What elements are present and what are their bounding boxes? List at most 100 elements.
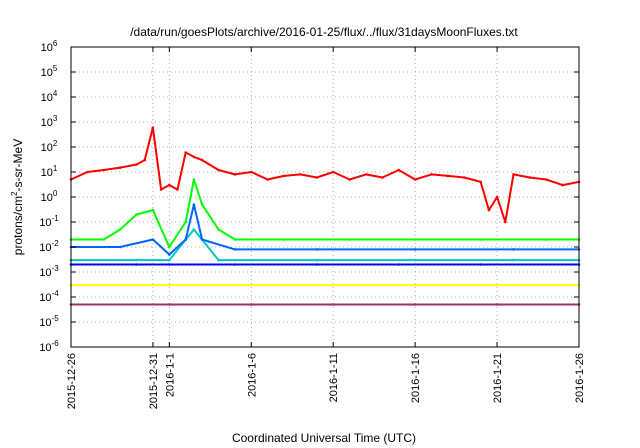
y-tick-label-exp: 4 bbox=[53, 89, 58, 98]
data-point bbox=[184, 220, 187, 224]
data-point bbox=[495, 195, 499, 199]
y-tick-label-base: 10 bbox=[41, 117, 53, 129]
y-tick-label: 100 bbox=[41, 189, 58, 204]
series-3 bbox=[69, 203, 581, 256]
y-tick-label-base: 10 bbox=[39, 267, 51, 279]
data-point bbox=[544, 238, 548, 241]
data-point bbox=[233, 263, 237, 266]
y-tick-label-base: 10 bbox=[39, 217, 51, 229]
series-0 bbox=[69, 126, 581, 224]
data-point bbox=[250, 283, 253, 287]
series-5 bbox=[69, 283, 581, 287]
data-point bbox=[463, 176, 466, 179]
data-point bbox=[430, 173, 433, 176]
data-point bbox=[413, 303, 417, 306]
series-4 bbox=[69, 263, 581, 266]
data-point bbox=[413, 178, 417, 181]
data-point bbox=[168, 283, 171, 287]
x-tick-label: 2015-12-31 bbox=[148, 353, 160, 409]
y-axis: 10-610-510-410-310-210-11001011021031041… bbox=[39, 39, 579, 354]
y-tick-label: 10-4 bbox=[39, 289, 59, 304]
x-tick-label: 2015-12-26 bbox=[66, 353, 78, 409]
data-point bbox=[479, 180, 483, 184]
y-tick-label-exp: -1 bbox=[52, 214, 60, 223]
data-point bbox=[250, 303, 253, 306]
data-point bbox=[86, 170, 89, 174]
data-point bbox=[200, 238, 204, 241]
series-6 bbox=[69, 303, 581, 306]
data-point bbox=[168, 263, 171, 266]
data-point bbox=[151, 126, 155, 129]
data-point bbox=[315, 248, 319, 251]
y-tick-label: 10-2 bbox=[39, 239, 59, 254]
data-point bbox=[159, 188, 163, 191]
data-point bbox=[217, 258, 220, 262]
x-tick-label: 2016-1-11 bbox=[328, 353, 340, 402]
data-point bbox=[233, 173, 237, 176]
data-point bbox=[413, 258, 417, 262]
data-point bbox=[135, 163, 138, 166]
x-tick-label: 2016-1-1 bbox=[164, 353, 176, 397]
y-tick-label-exp: -2 bbox=[52, 239, 60, 248]
data-point bbox=[397, 168, 401, 172]
data-point bbox=[512, 248, 515, 251]
data-point bbox=[413, 283, 417, 287]
y-tick-label: 102 bbox=[41, 139, 58, 154]
data-point bbox=[135, 213, 138, 216]
series-line bbox=[71, 228, 579, 262]
series-1 bbox=[69, 178, 581, 249]
x-axis-label: Coordinated Universal Time (UTC) bbox=[232, 431, 416, 445]
data-point bbox=[233, 248, 237, 251]
data-point bbox=[151, 208, 155, 212]
data-point bbox=[217, 168, 220, 172]
data-point bbox=[168, 183, 171, 187]
data-point bbox=[250, 170, 253, 174]
data-point bbox=[299, 173, 302, 176]
y-tick-label-exp: 1 bbox=[53, 164, 58, 173]
data-point bbox=[487, 208, 491, 212]
data-point bbox=[446, 174, 450, 178]
data-point bbox=[348, 178, 351, 181]
gridlines bbox=[71, 47, 579, 347]
y-tick-label: 104 bbox=[41, 89, 58, 104]
y-tick-label-base: 10 bbox=[41, 167, 53, 179]
data-point bbox=[143, 158, 146, 162]
y-axis-label-sup: 2 bbox=[10, 191, 19, 196]
data-point bbox=[102, 168, 106, 172]
data-point bbox=[200, 203, 204, 206]
data-point bbox=[381, 176, 384, 179]
data-point bbox=[176, 188, 179, 191]
data-point bbox=[479, 263, 483, 266]
y-tick-label-base: 10 bbox=[41, 192, 53, 204]
y-tick-label-base: 10 bbox=[41, 142, 53, 154]
y-tick-label-base: 10 bbox=[39, 292, 51, 304]
data-point bbox=[266, 178, 269, 181]
data-point bbox=[184, 238, 187, 241]
data-point bbox=[512, 173, 515, 176]
data-point bbox=[561, 183, 564, 187]
y-tick-label-base: 10 bbox=[39, 242, 51, 254]
chart-title: /data/run/goesPlots/archive/2016-01-25/f… bbox=[130, 25, 518, 39]
x-tick-label: 2016-1-6 bbox=[246, 353, 258, 397]
data-point bbox=[282, 174, 286, 178]
data-point bbox=[479, 238, 483, 241]
data-point bbox=[184, 151, 187, 154]
y-tick-label-exp: 5 bbox=[53, 64, 58, 73]
data-point bbox=[192, 203, 196, 206]
data-point bbox=[200, 158, 204, 162]
data-point bbox=[217, 228, 220, 231]
series-line bbox=[71, 203, 579, 256]
data-point bbox=[168, 253, 171, 256]
y-tick-label: 10-5 bbox=[39, 314, 59, 329]
y-tick-label-exp: -5 bbox=[52, 314, 60, 323]
y-tick-label-exp: 2 bbox=[53, 139, 58, 148]
y-tick-label-exp: -4 bbox=[52, 289, 60, 298]
data-point bbox=[528, 176, 532, 179]
data-point bbox=[315, 263, 319, 266]
y-tick-label-exp: -3 bbox=[52, 264, 60, 273]
data-point bbox=[102, 238, 106, 241]
data-point bbox=[282, 238, 286, 241]
y-tick-label-exp: 3 bbox=[53, 114, 58, 123]
y-tick-label-base: 10 bbox=[39, 342, 51, 354]
